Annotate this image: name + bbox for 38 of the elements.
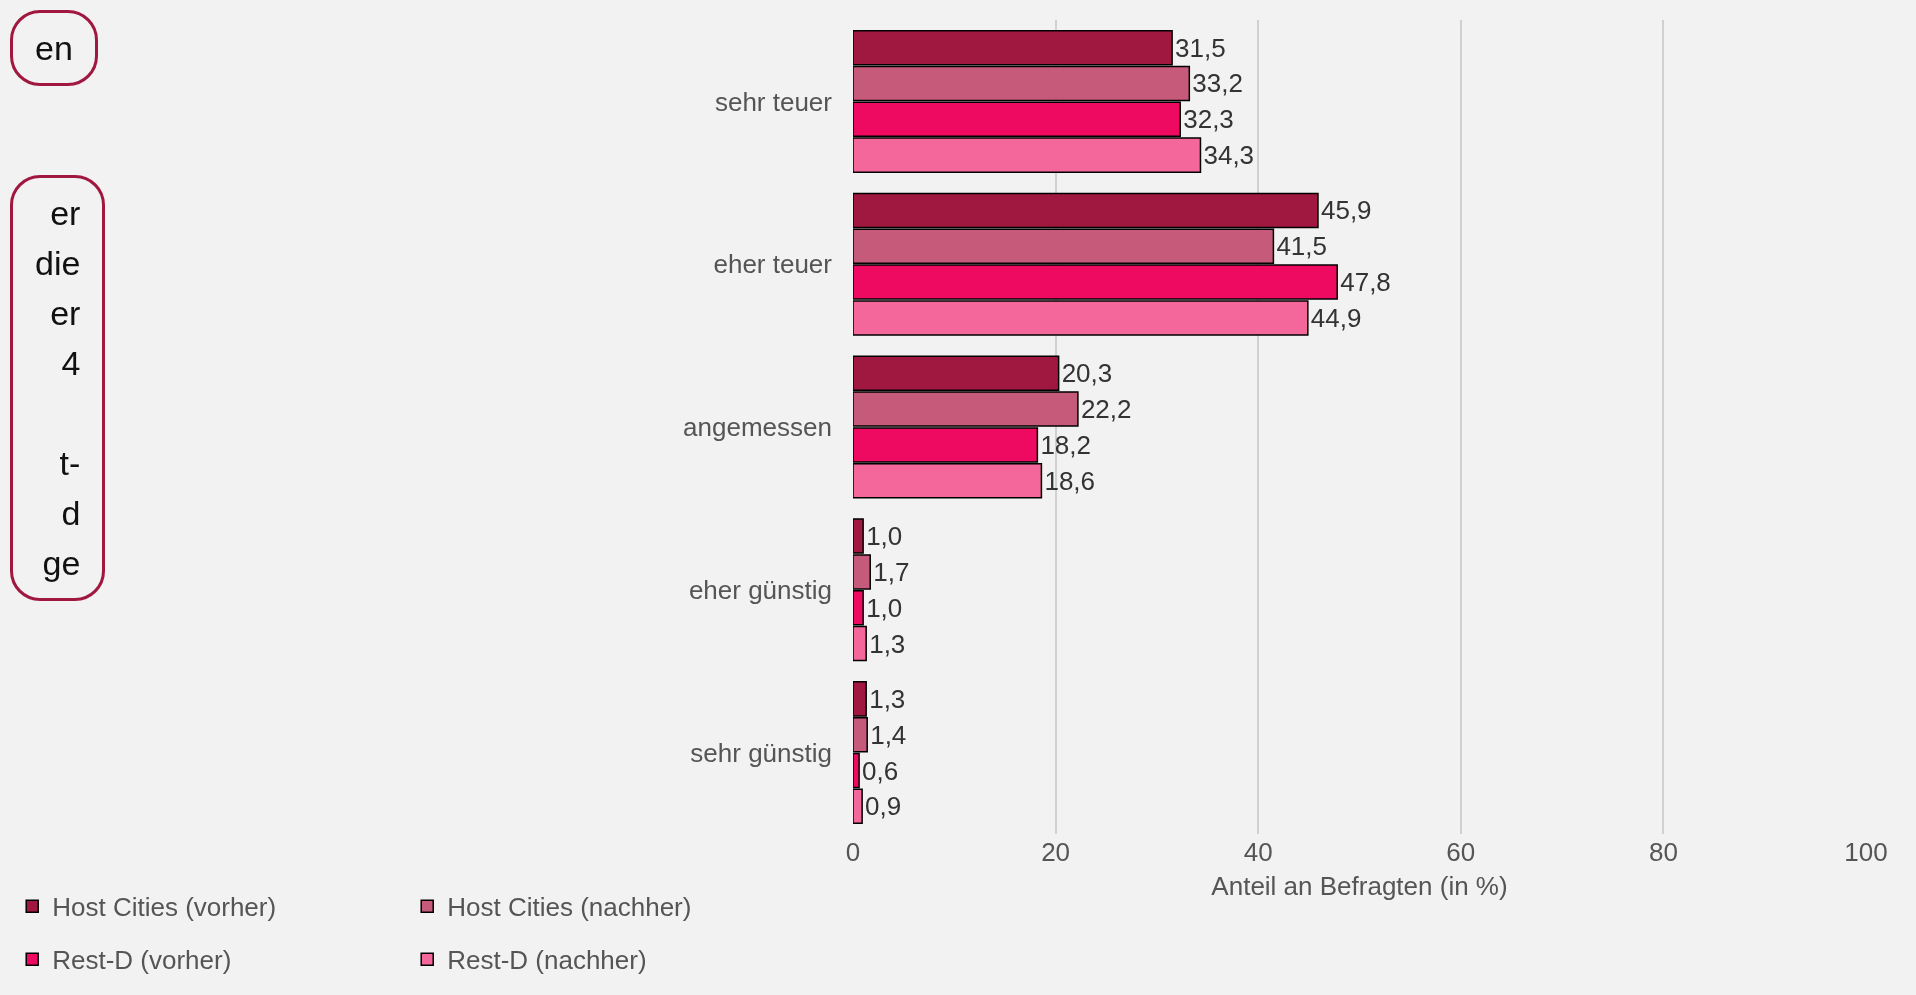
x-tick-label: 100: [1844, 837, 1888, 867]
legend-label: Rest-D (vorher): [52, 945, 232, 976]
text: er die er 4 t- d ge: [35, 194, 81, 582]
data-label: 1,0: [866, 592, 903, 623]
data-label: 0,9: [865, 791, 902, 822]
data-label: 32,3: [1183, 104, 1234, 135]
x-axis-title: Anteil an Befragten (in %): [1211, 870, 1508, 901]
data-label: 0,6: [862, 755, 899, 786]
data-label: 47,8: [1340, 267, 1391, 298]
data-label: 1,3: [869, 683, 906, 714]
data-label: 1,7: [873, 556, 910, 587]
x-tick-label: 0: [845, 837, 861, 867]
data-label: 1,3: [869, 628, 906, 659]
legend-label: Host Cities (vorher): [52, 892, 277, 923]
y-tick-label: eher günstig: [688, 574, 832, 605]
legend-label: Rest-D (nachher): [447, 945, 647, 976]
data-label: 18,2: [1040, 429, 1091, 460]
data-label: 33,2: [1192, 68, 1243, 99]
data-label: 45,9: [1320, 195, 1372, 226]
y-tick-label: sehr günstig: [690, 737, 832, 768]
x-tick-label: 60: [1446, 837, 1476, 867]
text: en: [10, 10, 98, 86]
legend-label: Host Cities (nachher): [447, 892, 692, 923]
data-label: 20,3: [1061, 358, 1113, 389]
y-tick-label: eher teuer: [713, 249, 833, 280]
x-tick-label: 40: [1243, 837, 1273, 867]
y-tick-label: sehr teuer: [714, 86, 833, 117]
data-label: 31,5: [1175, 32, 1226, 63]
data-label: 18,6: [1044, 465, 1096, 496]
x-tick-label: 20: [1041, 837, 1071, 867]
data-label: 34,3: [1203, 140, 1255, 171]
data-label: 41,5: [1276, 231, 1328, 262]
x-tick-label: 80: [1648, 837, 1678, 867]
y-tick-label: angemessen: [683, 412, 832, 443]
data-label: 44,9: [1310, 302, 1362, 333]
data-label: 1,4: [870, 719, 907, 750]
data-label: 22,2: [1080, 394, 1132, 425]
data-label: 1,0: [866, 521, 903, 552]
